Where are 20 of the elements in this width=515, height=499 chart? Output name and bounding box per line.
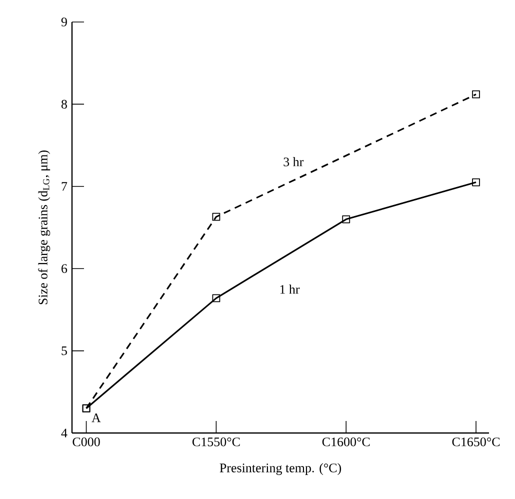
y-tick-label: 4 <box>61 428 68 438</box>
y-tick-label: 8 <box>61 100 67 109</box>
series-label: 1 hr <box>280 284 300 294</box>
y-axis-title: Size of large grains (d$_{LG}$, μm) <box>38 150 50 304</box>
point <box>472 178 480 186</box>
y-tick-label: 6 <box>62 264 68 273</box>
x-axis-title: Presintering temp. (°C) <box>220 463 342 476</box>
y-tick-label: 9 <box>61 18 67 26</box>
x-tick-label: C1550°C <box>192 438 240 446</box>
point <box>212 212 220 221</box>
series-label: 3 hr <box>284 157 304 166</box>
point <box>342 215 350 224</box>
annotation: A <box>92 414 101 422</box>
point <box>212 294 220 302</box>
x-tick-label: C000 <box>72 438 100 446</box>
x-tick-label: C1600°C <box>322 438 370 446</box>
y-tick-label: 5 <box>62 346 67 356</box>
y-tick-label: 7 <box>62 182 68 191</box>
x-tick-label: C1650°C <box>452 438 500 446</box>
point <box>472 90 480 98</box>
